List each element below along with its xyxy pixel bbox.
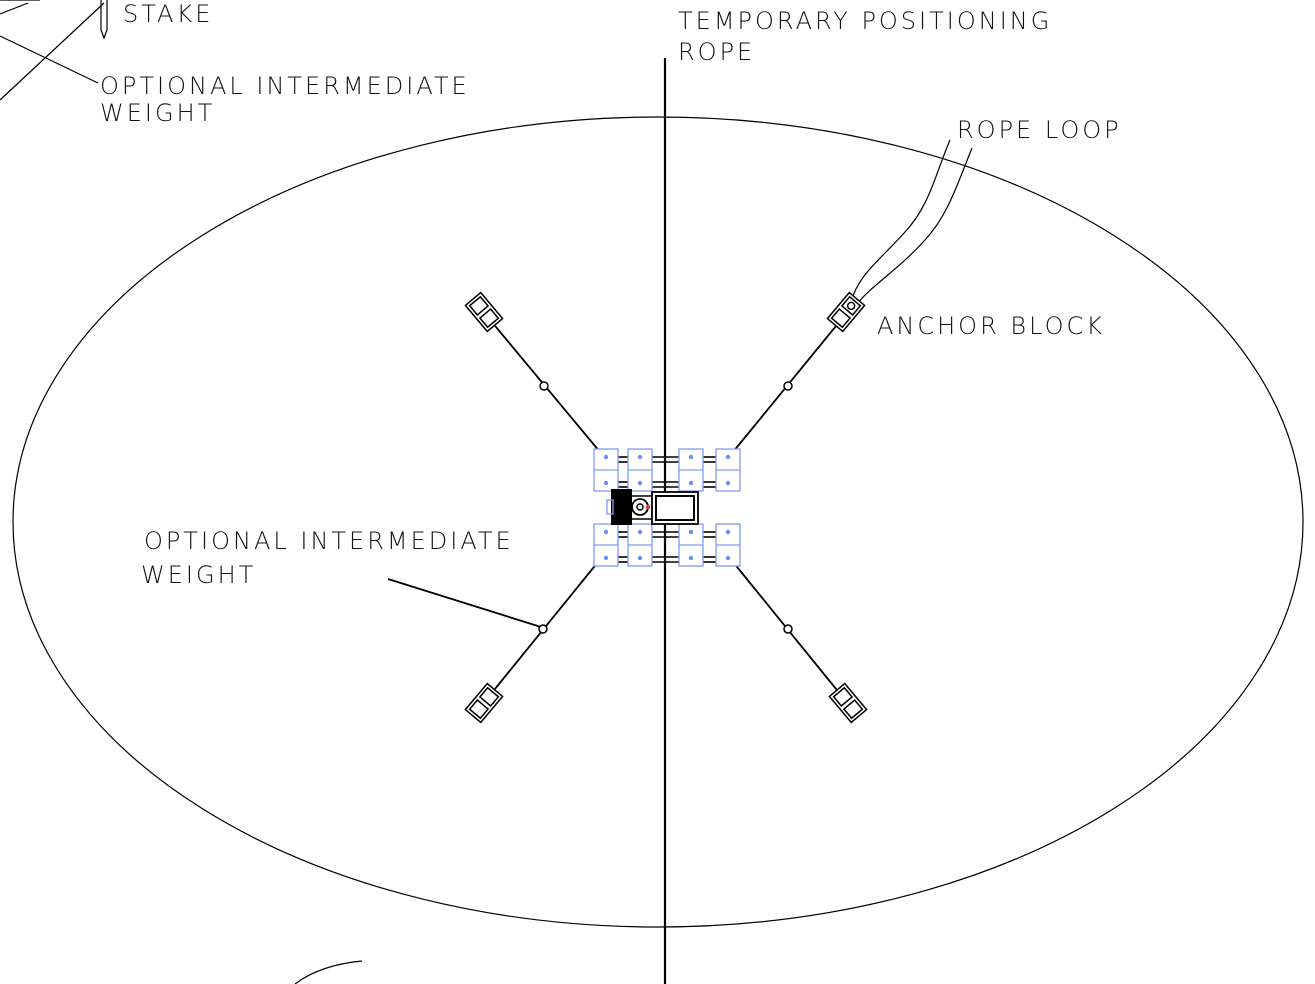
optional-weight-label-mid-line2: WEIGHT (141, 561, 257, 589)
float-module (715, 448, 741, 492)
float-module (627, 523, 653, 567)
rope-loop-label: ROPE LOOP (957, 116, 1122, 144)
temporary-rope-label-line2: ROPE (678, 38, 756, 66)
float-module (678, 448, 704, 492)
intermediate-weight-sw (538, 624, 548, 634)
float-module (627, 448, 653, 492)
temporary-rope-label-line1: TEMPORARY POSITIONING (678, 7, 1053, 35)
anchor-block-ne (826, 291, 866, 333)
stake-label: STAKE (123, 0, 214, 28)
float-module (593, 448, 619, 492)
equipment-black-block (611, 489, 632, 525)
intermediate-weight-ne (783, 381, 793, 391)
swing-circle-outline (12, 116, 1304, 928)
optional-weight-label-top-line1: OPTIONAL INTERMEDIATE (100, 72, 470, 100)
intermediate-weight-nw (539, 381, 549, 391)
float-module (593, 523, 619, 567)
central-equipment (606, 489, 699, 525)
optional-weight-label-mid-line1: OPTIONAL INTERMEDIATE (144, 527, 514, 555)
weight-leader-line (387, 578, 542, 628)
anchor-block-nw (464, 291, 504, 333)
anchor-block-se (828, 682, 868, 724)
intermediate-weights (538, 381, 793, 634)
float-module (715, 523, 741, 567)
equipment-housing-inner (655, 495, 695, 521)
float-module (678, 523, 704, 567)
platform-float-modules (593, 448, 741, 567)
stake-detail (0, 0, 108, 101)
partial-arc (294, 960, 363, 984)
anchor-block-label: ANCHOR BLOCK (877, 312, 1105, 340)
rope-loop-lines (850, 139, 973, 305)
anchor-block-sw (464, 682, 504, 724)
platform-frame (618, 456, 716, 563)
intermediate-weight-se (783, 624, 793, 634)
optional-weight-label-top-line2: WEIGHT (100, 99, 216, 127)
